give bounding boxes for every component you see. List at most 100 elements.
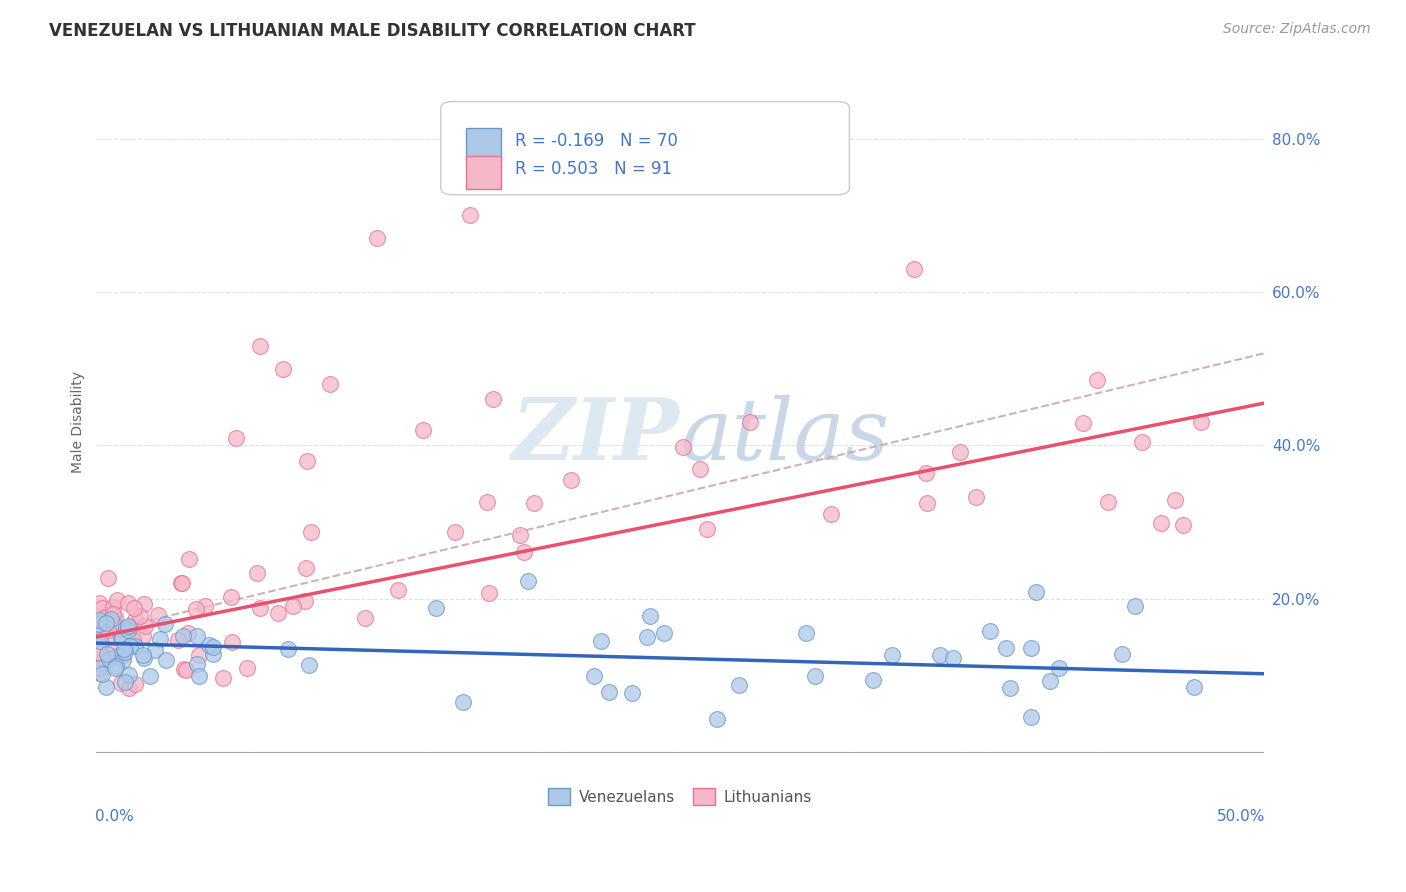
Point [1025,585,1047,599]
Point [98,652,121,666]
Point [509,528,531,542]
Point [97,623,120,637]
Point [353,611,375,625]
Point [277,642,299,657]
Point [87,613,110,627]
Point [319,377,342,392]
Point [194,599,217,613]
Point [114,674,136,689]
Point [174,663,197,677]
Point [560,473,582,487]
Point [995,641,1018,656]
Point [177,625,200,640]
Point [598,685,620,699]
Point [89,639,111,653]
Point [90,622,112,636]
Point [295,561,318,575]
Point [87,596,110,610]
Text: 0.0%: 0.0% [96,809,134,823]
Point [155,653,177,667]
Point [149,632,172,647]
Point [87,666,110,681]
Point [1021,709,1043,723]
Point [295,453,318,467]
Point [117,596,139,610]
Point [444,525,467,540]
Point [915,496,938,510]
Point [172,629,194,643]
Point [172,576,194,591]
Point [949,445,972,459]
Point [129,609,152,624]
Point [110,631,132,645]
Point [132,629,155,643]
Point [482,392,505,407]
Point [110,676,132,690]
Point [134,619,156,633]
Point [299,524,322,539]
Point [111,653,134,667]
Point [91,600,114,615]
Point [124,613,146,627]
Point [143,643,166,657]
Point [880,648,903,663]
Point [187,648,209,662]
Point [186,657,208,672]
Point [1085,373,1108,387]
Point [249,339,271,353]
Text: R = 0.503   N = 91: R = 0.503 N = 91 [516,160,672,178]
Point [146,608,169,623]
Point [942,650,965,665]
Point [298,657,321,672]
Point [246,566,269,581]
Point [170,576,193,591]
Point [118,668,141,682]
Point [425,601,447,615]
Text: atlas: atlas [681,395,889,477]
Point [96,681,118,695]
Point [101,645,124,659]
Point [184,602,207,616]
Point [478,586,501,600]
Point [93,651,115,665]
Point [965,490,987,504]
Point [202,640,225,655]
Point [122,633,145,648]
Point [118,681,141,696]
Point [111,648,134,662]
Point [583,669,606,683]
Point [104,661,127,675]
Point [98,621,121,635]
Point [202,647,225,661]
Point [134,597,156,611]
Point [198,638,221,652]
Point [235,660,257,674]
Point [979,624,1001,638]
FancyBboxPatch shape [440,102,849,194]
Point [621,686,644,700]
Point [517,574,540,588]
Point [1047,661,1070,675]
Point [1182,680,1205,694]
Point [132,648,155,662]
Text: ZIP: ZIP [512,394,681,478]
Point [104,610,127,624]
Point [153,616,176,631]
Text: 50.0%: 50.0% [1216,809,1265,823]
Point [453,695,475,709]
Point [100,630,122,644]
Point [475,495,498,509]
Point [89,661,111,675]
Legend: Venezuelans, Lithuanians: Venezuelans, Lithuanians [543,781,818,812]
Point [1019,641,1042,656]
Point [366,231,388,245]
Point [101,600,124,615]
Point [104,658,127,673]
Point [794,626,817,640]
Point [862,673,884,687]
Point [122,601,145,615]
Point [117,623,139,637]
Point [1150,516,1173,530]
Point [914,466,936,480]
Point [118,640,141,654]
